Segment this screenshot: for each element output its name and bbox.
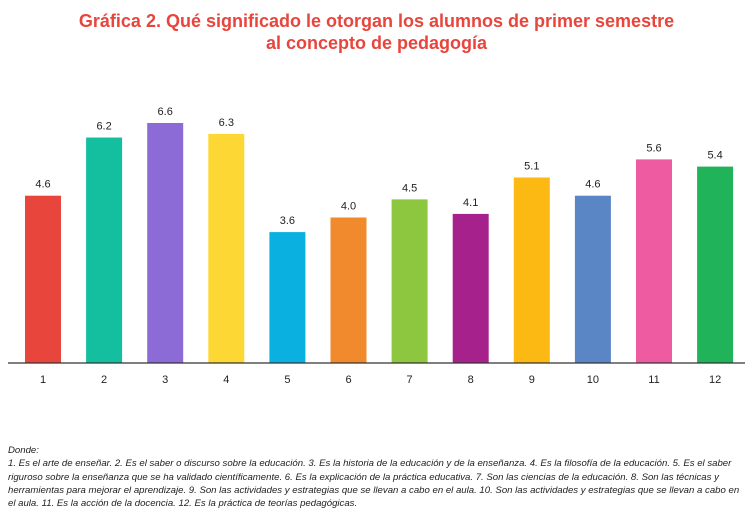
value-label-4: 6.3 [219,117,234,129]
bars [25,123,734,363]
value-label-11: 5.6 [646,142,661,154]
bar-12 [697,166,734,363]
x-tick-label-12: 12 [709,374,721,386]
value-label-1: 4.6 [35,179,50,191]
bar-5 [269,232,306,363]
x-tick-label-10: 10 [587,374,599,386]
bar-11 [636,159,672,363]
bar-10 [574,195,611,363]
bar-4 [208,133,245,363]
x-tick-label-6: 6 [345,374,351,386]
x-tick-label-4: 4 [223,374,229,386]
bar-6 [330,217,367,363]
bar-1 [25,195,61,363]
value-label-7: 4.5 [402,182,417,194]
bar-8 [452,213,489,363]
x-tick-label-9: 9 [529,374,535,386]
value-label-2: 6.2 [96,121,111,133]
footnote-text: 1. Es el arte de enseñar. 2. Es el saber… [8,458,740,510]
value-label-3: 6.6 [158,106,173,118]
x-tick-labels: 1 2 3 4 5 6 7 8 9 10 11 12 [40,374,721,386]
bar-7 [391,199,428,363]
x-tick-label-8: 8 [468,374,474,386]
footnote: Donde: 1. Es el arte de enseñar. 2. Es e… [8,444,746,510]
value-labels: 4.6 6.2 6.6 6.3 3.6 4.0 4.5 4.1 5.1 4.6 5.6 5.4 [35,106,722,227]
value-label-9: 5.1 [524,161,539,173]
value-label-12: 5.4 [707,150,722,162]
value-label-8: 4.1 [463,197,478,209]
value-label-6: 4.0 [341,201,356,213]
x-tick-label-3: 3 [162,374,168,386]
x-tick-label-2: 2 [101,374,107,386]
x-tick-label-7: 7 [407,374,413,386]
x-tick-label-1: 1 [40,374,46,386]
bar-9 [513,177,550,363]
x-tick-label-11: 11 [648,374,659,386]
footnote-heading: Donde: [8,445,39,456]
value-label-10: 4.6 [585,179,600,191]
chart-title-line-2: al concepto de pedagogía [265,33,488,53]
x-tick-label-5: 5 [284,374,290,386]
chart-title: Gráfica 2. Qué significado le otorgan lo… [0,10,753,54]
value-label-5: 3.6 [280,215,295,227]
bar-2 [86,137,123,363]
chart-title-line-1: Gráfica 2. Qué significado le otorgan lo… [78,11,675,31]
bar-3 [147,123,184,363]
